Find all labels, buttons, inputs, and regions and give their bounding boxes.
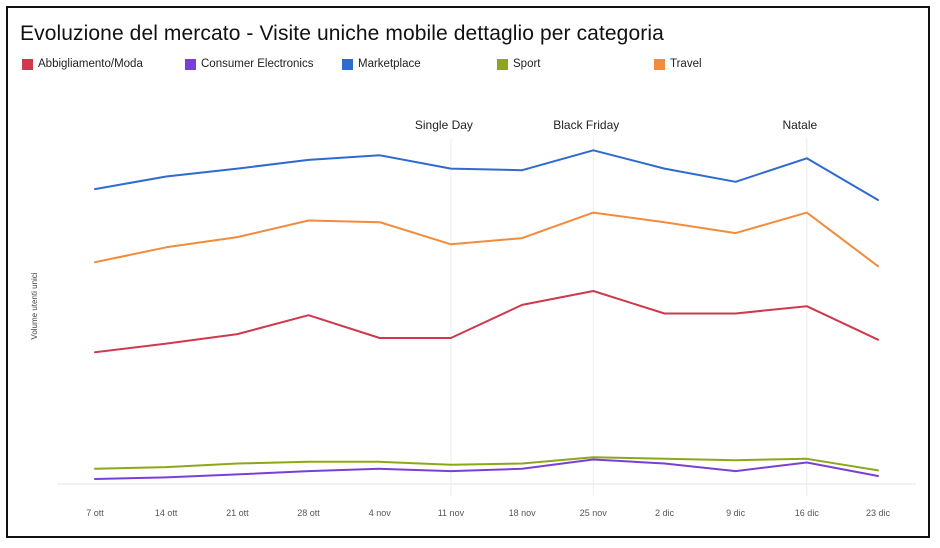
x-tick-label: 4 nov: [369, 508, 392, 518]
legend-item-consumer-electronics[interactable]: Consumer Electronics: [185, 58, 313, 70]
x-tick-label: 21 ott: [226, 508, 249, 518]
y-axis-label: Volume utenti unici: [30, 272, 39, 339]
x-tick-label: 16 dic: [795, 508, 820, 518]
legend-label: Travel: [670, 58, 702, 70]
x-tick-label: 7 ott: [86, 508, 104, 518]
x-tick-label: 25 nov: [580, 508, 608, 518]
legend-swatch: [185, 58, 196, 70]
series-line-consumer-electronics: [94, 458, 879, 480]
x-tick-label: 18 nov: [509, 508, 537, 518]
x-tick-label: 28 ott: [297, 508, 320, 518]
legend: Abbigliamento/Moda Consumer Electronics …: [20, 58, 910, 76]
series-line-sport: [94, 456, 879, 472]
legend-swatch: [342, 58, 353, 70]
series-line-travel: [94, 211, 879, 268]
series-line-abbigliamento-moda: [94, 290, 879, 354]
annotation-label: Black Friday: [553, 118, 619, 132]
legend-item-marketplace[interactable]: Marketplace: [342, 58, 421, 70]
x-tick-label: 9 dic: [726, 508, 746, 518]
legend-swatch: [22, 58, 33, 70]
annotation-label: Natale: [782, 118, 817, 132]
chart-frame: [6, 6, 930, 538]
x-tick-label: 23 dic: [866, 508, 891, 518]
legend-item-sport[interactable]: Sport: [497, 58, 541, 70]
chart-title: Evoluzione del mercato - Visite uniche m…: [20, 22, 664, 45]
legend-swatch: [654, 58, 665, 70]
legend-label: Sport: [513, 58, 541, 70]
annotation-label: Single Day: [415, 118, 473, 132]
x-tick-label: 11 nov: [438, 508, 465, 518]
legend-swatch: [497, 58, 508, 70]
legend-label: Marketplace: [358, 58, 421, 70]
x-tick-label: 14 ott: [155, 508, 178, 518]
x-tick-label: 2 dic: [655, 508, 675, 518]
legend-item-travel[interactable]: Travel: [654, 58, 702, 70]
legend-item-abbigliamento-moda[interactable]: Abbigliamento/Moda: [22, 58, 143, 70]
legend-label: Consumer Electronics: [201, 58, 314, 70]
legend-label: Abbigliamento/Moda: [38, 58, 143, 70]
series-line-marketplace: [94, 149, 879, 201]
